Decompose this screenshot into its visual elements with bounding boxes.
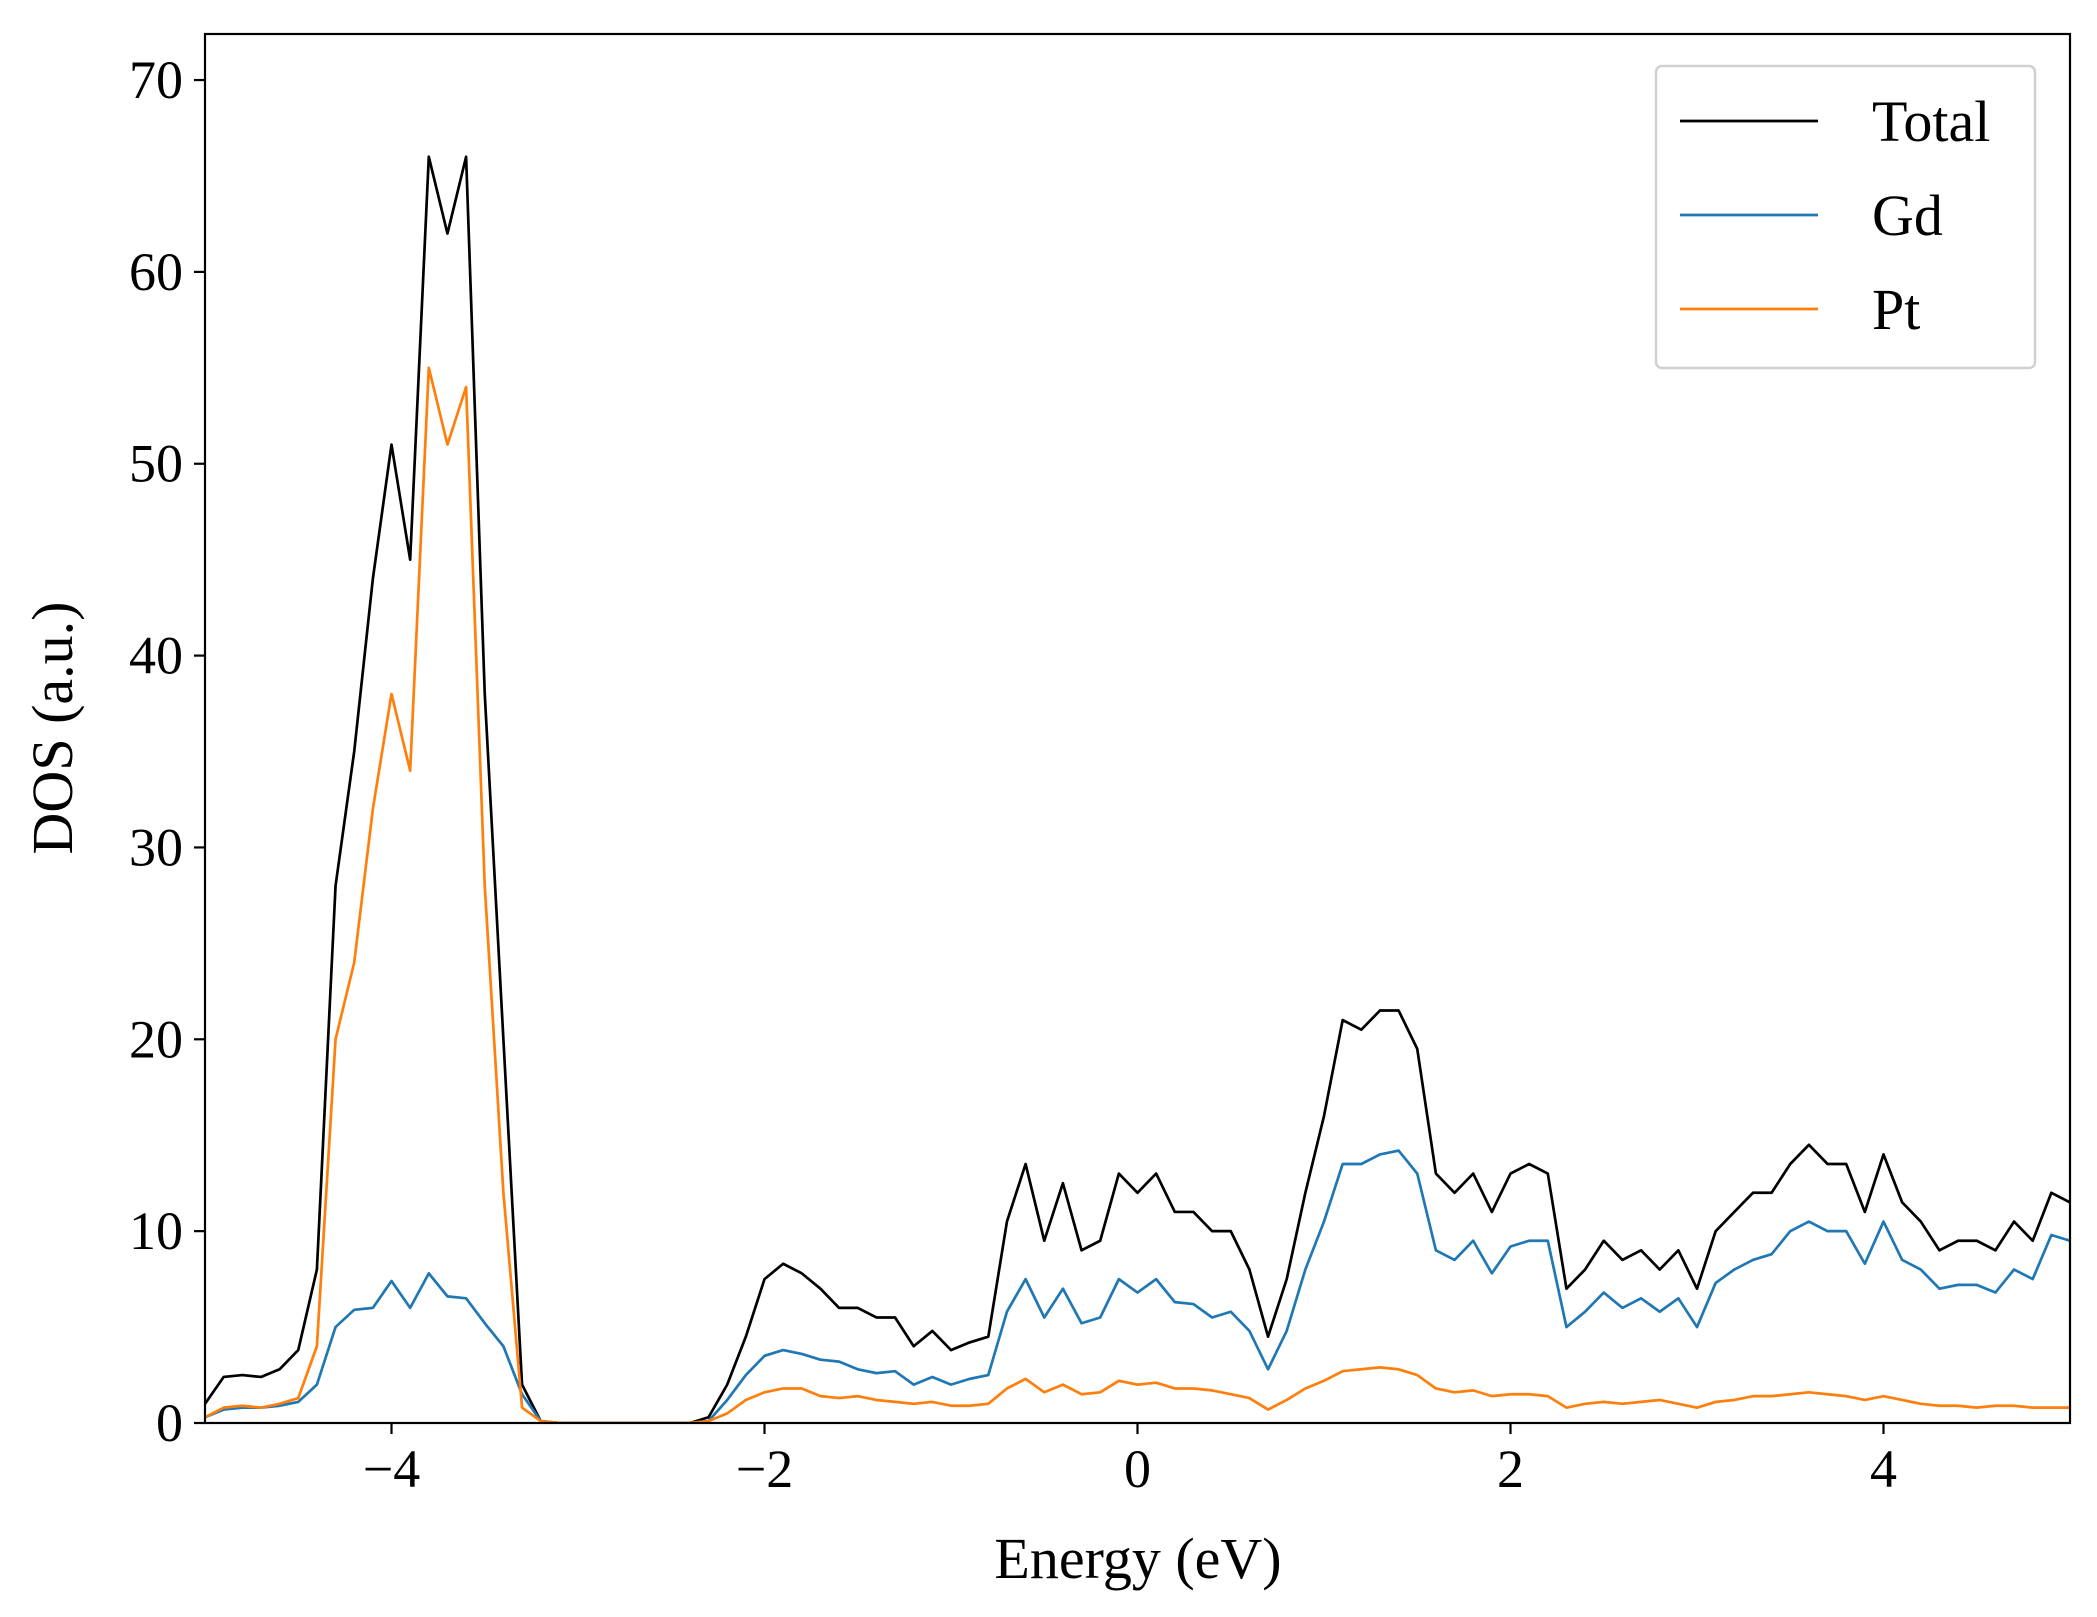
plot-frame <box>203 32 2072 1425</box>
x-axis-label: Energy (eV) <box>994 1526 1281 1591</box>
y-tick-label: 30 <box>129 817 183 877</box>
legend-label: Total <box>1872 89 1990 154</box>
x-tick-label: 0 <box>1124 1439 1151 1499</box>
x-tick-label: 4 <box>1870 1439 1897 1499</box>
y-tick-label: 50 <box>129 434 183 494</box>
x-tick-label: 2 <box>1497 1439 1524 1499</box>
y-axis-label: DOS (a.u.) <box>20 602 85 855</box>
legend-label: Pt <box>1872 277 1920 342</box>
x-tick-label: −2 <box>736 1439 793 1499</box>
y-tick-label: 60 <box>129 242 183 302</box>
legend-box <box>1654 64 2037 370</box>
series-line <box>205 155 2070 1423</box>
y-tick-label: 20 <box>129 1009 183 1069</box>
series-line <box>205 366 2070 1423</box>
y-tick-label: 0 <box>156 1393 183 1453</box>
y-tick-label: 70 <box>129 50 183 110</box>
x-tick-label: −4 <box>363 1439 420 1499</box>
legend-label: Gd <box>1872 183 1943 248</box>
y-tick-label: 10 <box>129 1201 183 1261</box>
y-tick-label: 40 <box>129 626 183 686</box>
series-line <box>205 1149 2070 1423</box>
